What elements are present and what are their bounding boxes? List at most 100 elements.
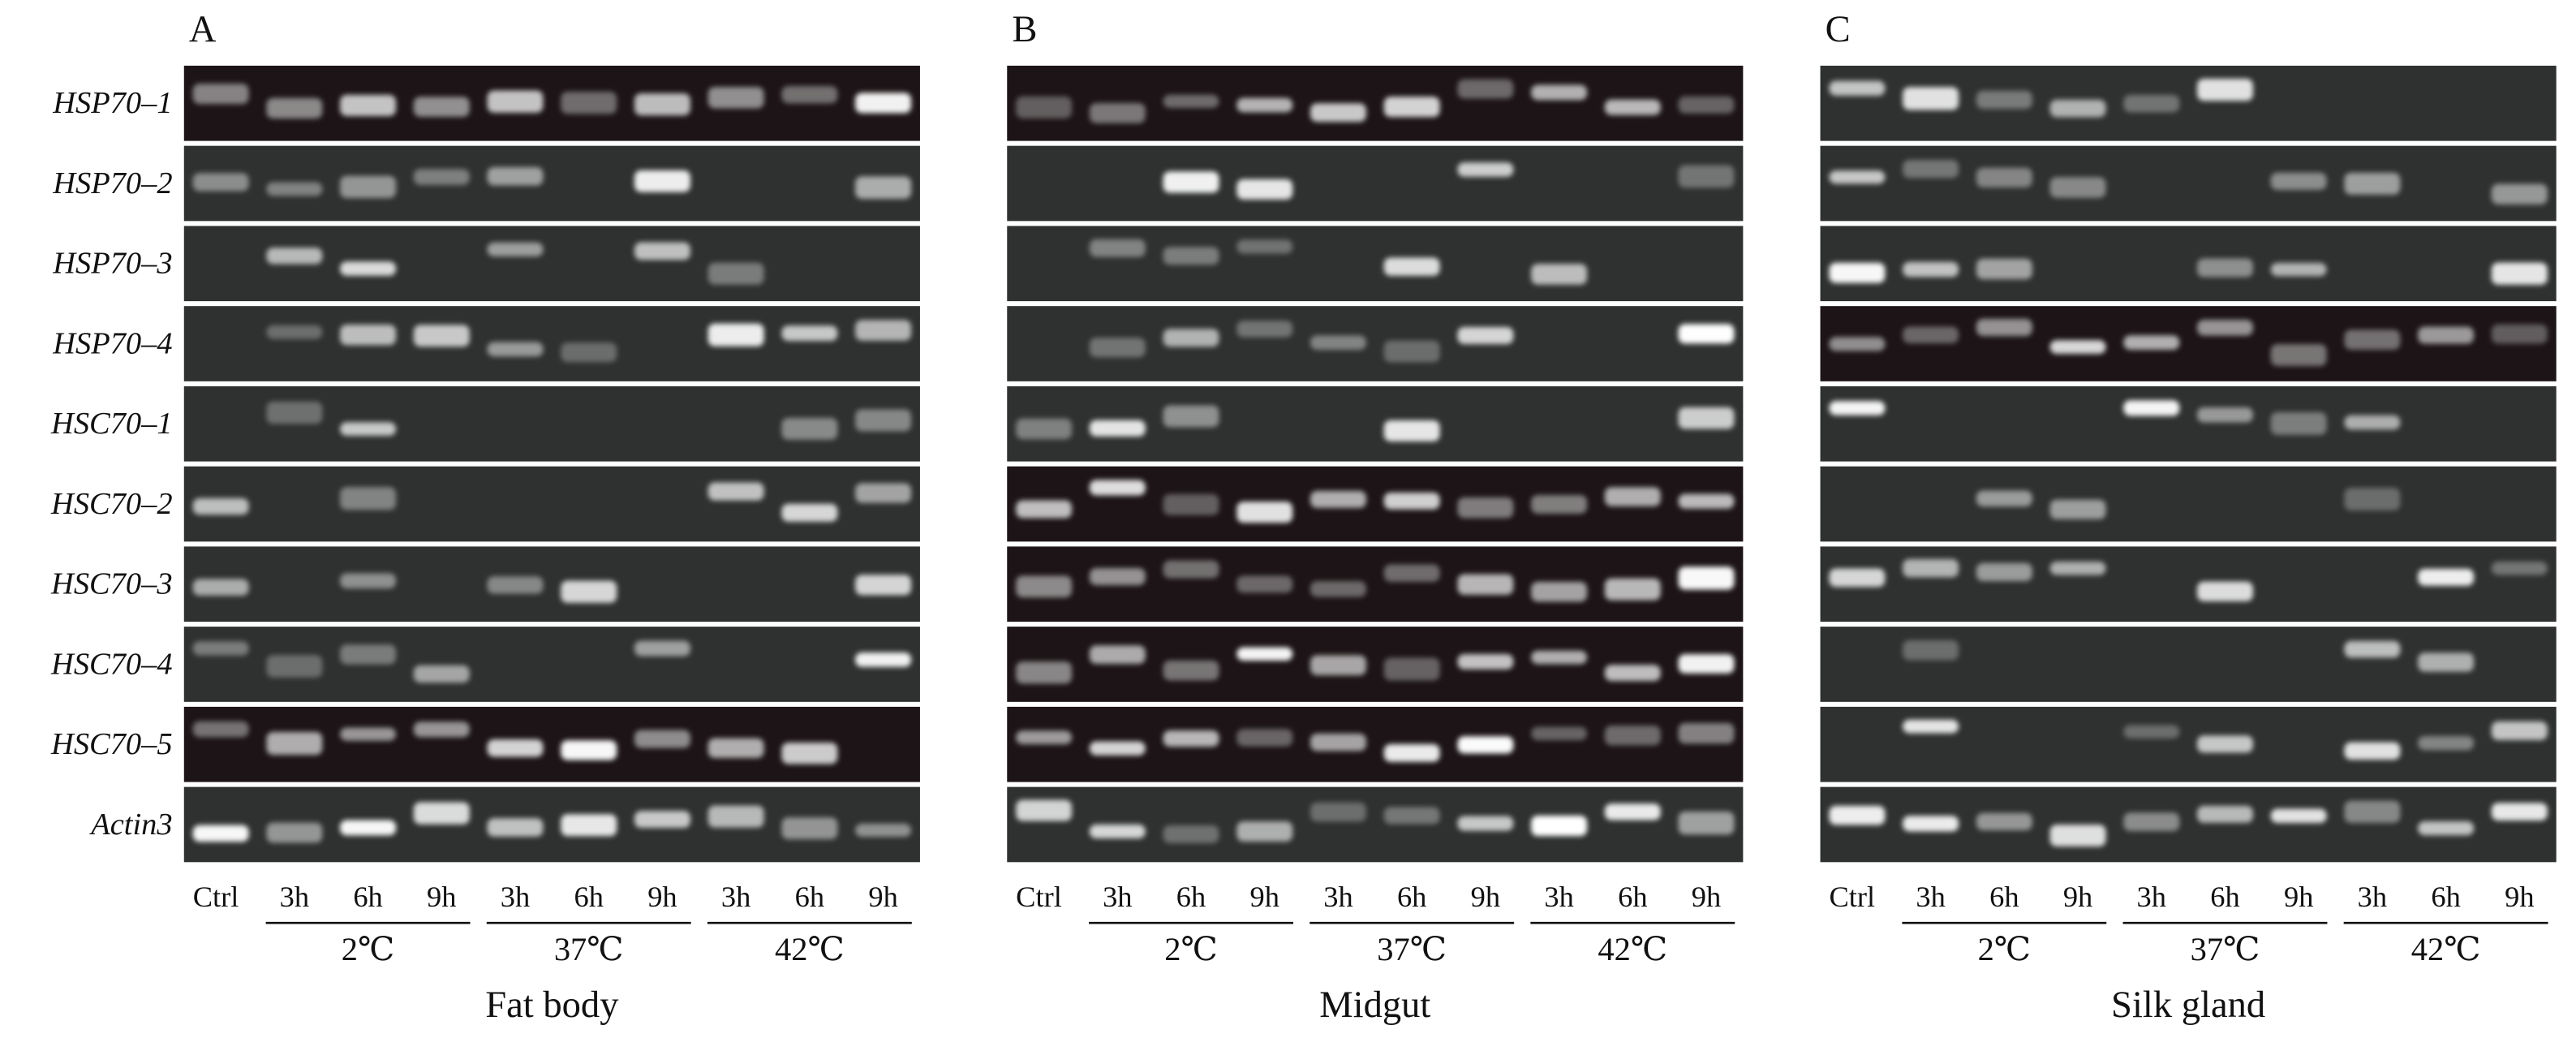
- band: [634, 730, 690, 748]
- band: [1531, 494, 1588, 514]
- band: [2123, 335, 2180, 350]
- band: [855, 575, 912, 596]
- temperature-label: 42℃: [2411, 931, 2481, 967]
- band: [1678, 566, 1735, 590]
- band: [1016, 730, 1073, 745]
- band: [192, 84, 249, 105]
- band: [1678, 407, 1735, 429]
- band: [266, 182, 323, 196]
- band: [1903, 87, 1959, 110]
- band: [2491, 803, 2548, 821]
- band: [1976, 318, 2032, 336]
- band: [1383, 807, 1440, 825]
- gel-strip: [1820, 466, 2557, 542]
- lane-label: 6h: [2210, 881, 2239, 913]
- band: [2197, 735, 2253, 753]
- band: [1976, 490, 2032, 507]
- band: [1310, 335, 1366, 351]
- band: [781, 742, 838, 765]
- band: [1457, 326, 1514, 344]
- band: [1457, 816, 1514, 831]
- band: [1383, 564, 1440, 582]
- lane-label: 3h: [1103, 881, 1132, 913]
- band: [1016, 799, 1073, 821]
- lane-label: 3h: [501, 881, 530, 913]
- band: [2197, 78, 2253, 101]
- band: [1604, 99, 1661, 115]
- band: [2344, 742, 2401, 760]
- lane-label: 6h: [2431, 881, 2460, 913]
- band: [2491, 183, 2548, 205]
- band: [1457, 79, 1514, 99]
- band: [1163, 493, 1219, 515]
- band: [1678, 324, 1735, 344]
- lane-label: 3h: [2137, 881, 2166, 913]
- band: [855, 823, 912, 838]
- band: [2418, 568, 2475, 586]
- band: [1829, 805, 1886, 825]
- band: [1236, 821, 1293, 842]
- band: [1016, 418, 1073, 440]
- band: [1457, 497, 1514, 519]
- band: [1310, 581, 1366, 597]
- band: [855, 653, 912, 667]
- band: [1829, 337, 1886, 351]
- gel-strip: [1007, 145, 1744, 222]
- lane-label: 9h: [868, 881, 897, 913]
- band: [266, 731, 323, 756]
- band: [192, 825, 249, 842]
- band: [781, 503, 838, 522]
- lane-label: 6h: [574, 881, 603, 913]
- band: [561, 91, 617, 114]
- band: [1678, 654, 1735, 674]
- band: [2270, 343, 2327, 366]
- band: [2491, 324, 2548, 344]
- band: [1678, 493, 1735, 509]
- band: [1089, 338, 1146, 358]
- temperature-label: 42℃: [775, 931, 845, 967]
- gel-strip: [1820, 306, 2557, 381]
- band: [413, 665, 470, 683]
- band: [2344, 800, 2401, 823]
- band: [1383, 257, 1440, 276]
- band: [855, 93, 912, 114]
- band: [340, 325, 397, 346]
- lane-label: Ctrl: [193, 881, 239, 913]
- band: [192, 641, 249, 656]
- band: [1976, 812, 2032, 831]
- gene-label: HSC70–4: [50, 647, 173, 681]
- band: [2270, 172, 2327, 190]
- gene-label: HSP70–1: [52, 86, 172, 120]
- band: [2197, 407, 2253, 423]
- band: [1829, 170, 1886, 184]
- band: [2491, 262, 2548, 285]
- band: [634, 170, 690, 192]
- band: [487, 576, 544, 594]
- band: [1903, 159, 1959, 179]
- band: [1383, 743, 1440, 762]
- lane-label: 6h: [353, 881, 382, 913]
- band: [1829, 401, 1886, 416]
- band: [561, 342, 617, 363]
- band: [487, 818, 544, 837]
- gene-label: HSP70–4: [52, 326, 172, 360]
- band: [634, 640, 690, 657]
- band: [2418, 735, 2475, 751]
- panel-letter: A: [189, 9, 217, 50]
- band: [707, 805, 764, 828]
- band: [413, 721, 470, 738]
- band: [1016, 661, 1073, 684]
- band: [1457, 736, 1514, 754]
- band: [1457, 574, 1514, 595]
- band: [1236, 179, 1293, 200]
- band: [2197, 258, 2253, 278]
- temperature-label: 37℃: [2191, 931, 2260, 967]
- gene-label: HSP70–3: [52, 247, 172, 281]
- band: [634, 93, 690, 116]
- band: [1531, 816, 1588, 837]
- band: [1531, 650, 1588, 665]
- tissue-label: Midgut: [1319, 984, 1430, 1026]
- band: [1976, 90, 2032, 110]
- band: [340, 820, 397, 836]
